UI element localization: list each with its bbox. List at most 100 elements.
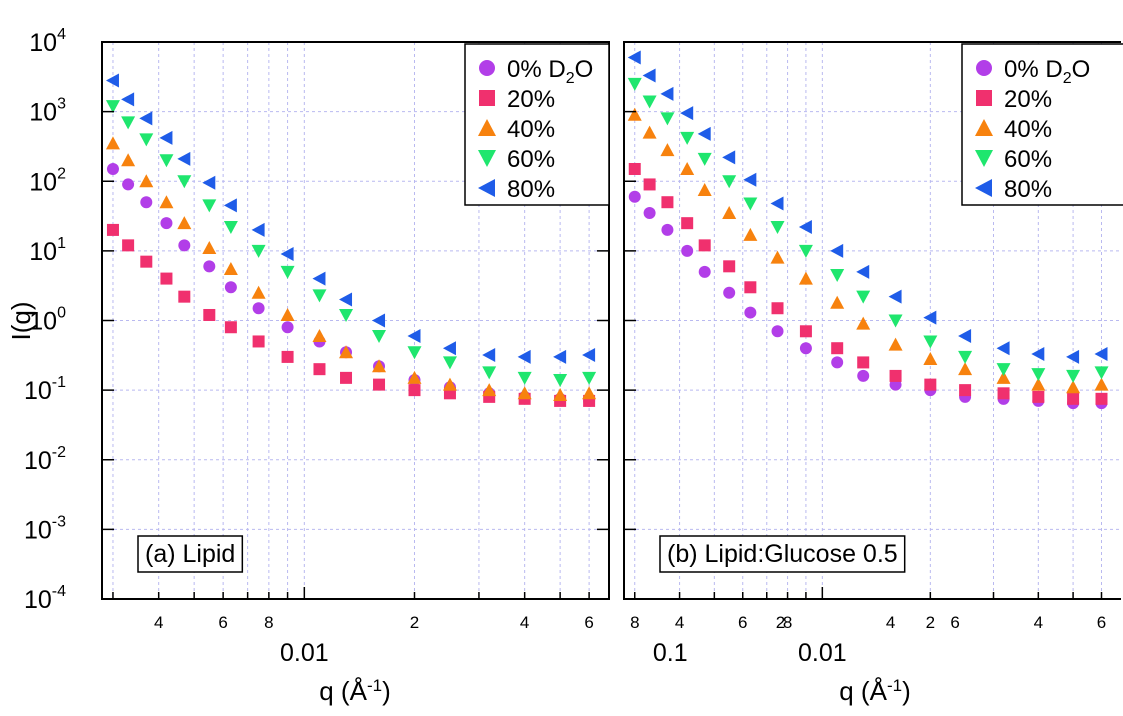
data-point: [738, 365, 752, 378]
data-point: [122, 239, 135, 252]
data-point: [706, 391, 718, 403]
legend-label: 80%: [507, 176, 555, 203]
data-point: [705, 356, 719, 369]
y-tick-label-base: 10: [29, 238, 57, 266]
data-point: [996, 341, 1010, 356]
data-point: [774, 363, 786, 375]
y-tick-label: 102: [29, 165, 66, 196]
x-minor-tick-label: 6: [738, 613, 747, 632]
series-0: [106, 162, 851, 424]
data-point: [121, 116, 136, 130]
y-tick-label-exp: 1: [57, 235, 66, 252]
data-point: [582, 371, 597, 385]
y-tick-label-base: 10: [24, 447, 52, 475]
series-80: [627, 50, 1108, 364]
legend-label: 20%: [1004, 86, 1052, 113]
data-point: [678, 301, 692, 314]
data-point: [177, 216, 192, 230]
data-point: [1031, 347, 1045, 362]
data-point: [643, 206, 656, 219]
data-point: [517, 386, 532, 400]
data-point: [838, 421, 852, 434]
data-point: [838, 415, 851, 429]
y-tick-label-base: 10: [24, 586, 52, 614]
data-point: [771, 325, 784, 338]
data-point: [280, 265, 295, 279]
data-point: [140, 196, 153, 209]
data-point: [178, 239, 191, 252]
data-point: [1067, 392, 1080, 405]
legend-label-part: 0% D: [1004, 56, 1063, 83]
data-point: [810, 400, 822, 412]
data-point: [202, 175, 216, 190]
data-point: [647, 286, 660, 300]
legend-marker: [975, 150, 993, 167]
series-60: [627, 77, 1109, 383]
data-point: [810, 400, 822, 412]
data-point: [1066, 380, 1081, 394]
data-point: [923, 351, 938, 365]
data-point: [839, 412, 851, 424]
data-point: [757, 355, 770, 369]
legend-label: 60%: [507, 146, 555, 173]
y-tick-label-base: 10: [29, 308, 57, 336]
series-20: [106, 223, 897, 445]
data-point: [280, 247, 294, 262]
data-point: [660, 112, 675, 126]
data-point: [723, 286, 736, 299]
data-point: [407, 370, 422, 384]
data-point: [838, 420, 852, 433]
data-point: [856, 290, 871, 304]
data-point: [888, 289, 902, 304]
y-tick-label: 103: [29, 96, 66, 127]
legend-marker: [975, 179, 992, 197]
x-minor-tick-label: 8: [264, 613, 273, 632]
data-point: [679, 335, 691, 347]
data-point: [758, 353, 770, 365]
data-point: [809, 404, 823, 417]
data-point: [958, 362, 973, 376]
data-point: [830, 269, 845, 283]
data-point: [106, 223, 119, 236]
data-point: [961, 501, 975, 514]
data-point: [482, 383, 497, 397]
data-point: [1031, 377, 1046, 391]
legend-label: 40%: [507, 116, 555, 143]
data-point: [517, 349, 531, 364]
data-point: [948, 480, 962, 493]
data-point: [663, 247, 677, 260]
data-point: [1094, 366, 1109, 380]
data-point: [372, 359, 387, 373]
data-point: [885, 433, 897, 445]
series-80: [105, 73, 851, 429]
data-point: [203, 308, 216, 321]
data-point: [1031, 368, 1046, 382]
data-point: [373, 378, 386, 391]
data-point: [1094, 377, 1109, 391]
legend-marker: [976, 60, 992, 76]
y-tick-label-exp: -2: [52, 444, 66, 461]
legend-label: 0% D2O: [507, 56, 593, 87]
data-point: [705, 371, 719, 384]
y-tick-label: 104: [29, 26, 66, 57]
data-point: [312, 289, 327, 303]
data-point: [159, 130, 173, 145]
data-point: [996, 370, 1011, 384]
y-tick-label: 10-3: [24, 513, 66, 544]
data-point: [722, 150, 736, 165]
annotation-b: (b) Lipid:Glucose 0.5: [659, 535, 906, 573]
data-point: [698, 265, 711, 278]
data-point: [773, 363, 787, 376]
data-point: [224, 321, 237, 334]
y-tick-label-exp: 0: [57, 305, 66, 322]
data-point: [408, 384, 421, 397]
data-point: [888, 314, 903, 328]
y-tick-label-exp: 3: [57, 96, 66, 113]
y-tick-label-base: 10: [29, 29, 57, 57]
data-point: [280, 307, 295, 321]
y-tick-label-base: 10: [24, 516, 52, 544]
data-point: [202, 199, 217, 213]
